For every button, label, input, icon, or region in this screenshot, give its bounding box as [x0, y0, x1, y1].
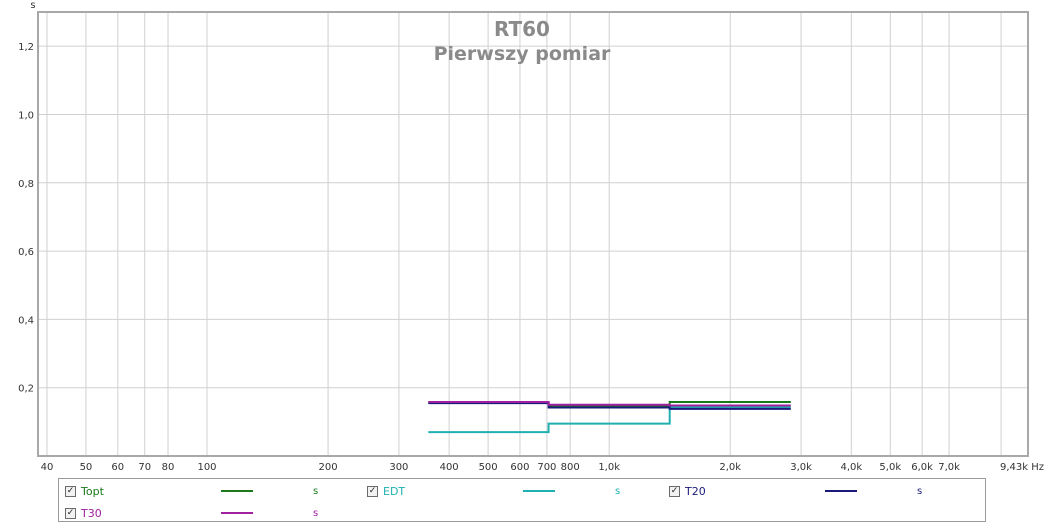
y-axis-unit: s	[30, 0, 35, 11]
chart-subtitle: Pierwszy pomiar	[434, 43, 611, 65]
x-tick-label: 3,0k	[790, 462, 812, 473]
y-tick-label: 1,2	[18, 42, 34, 53]
x-tick-label: 5,0k	[879, 462, 901, 473]
y-tick-label: 0,4	[18, 315, 34, 326]
legend: ✓ Topt s ✓ EDT s ✓ T20 s ✓ T30 s	[58, 478, 986, 522]
series-line-edt	[428, 406, 791, 434]
x-tick-label: 4,0k	[840, 462, 862, 473]
y-tick-label: 0,6	[18, 247, 34, 258]
legend-checkbox[interactable]: ✓	[367, 485, 378, 497]
chart-title: RT60	[494, 17, 550, 41]
legend-checkbox[interactable]: ✓	[669, 485, 680, 497]
x-tick-label: 6,0k	[911, 462, 933, 473]
x-tick-label: 80	[162, 462, 175, 473]
legend-label: EDT	[383, 484, 406, 498]
x-tick-label: 2,0k	[719, 462, 741, 473]
y-tick-label: 0,8	[18, 179, 34, 190]
legend-label: T30	[81, 506, 102, 520]
tick-labels: 40 50 60 70 80 100 200 300 400 500 600 700 800 1,0k 2,…	[18, 42, 1044, 473]
legend-item-edt: ✓ EDT s	[367, 481, 620, 501]
legend-label: T20	[685, 484, 706, 498]
series-line-t20	[428, 402, 791, 410]
x-tick-label: 500	[479, 462, 498, 473]
x-tick-label: 70	[138, 462, 151, 473]
x-tick-label: 1,0k	[598, 462, 620, 473]
x-tick-label: 7,0k	[938, 462, 960, 473]
legend-unit: s	[615, 485, 621, 497]
legend-swatch	[825, 490, 857, 492]
plot-frame	[37, 11, 1029, 457]
legend-item-t30: ✓ T30 s	[65, 503, 318, 523]
x-tick-label: 100	[197, 462, 216, 473]
x-tick-label: 800	[561, 462, 580, 473]
x-tick-label: 700	[537, 462, 556, 473]
legend-item-topt: ✓ Topt s	[65, 481, 318, 501]
series-lines	[428, 401, 791, 434]
x-tick-label: 50	[80, 462, 93, 473]
legend-checkbox[interactable]: ✓	[65, 507, 76, 519]
x-tick-label: 300	[389, 462, 408, 473]
legend-item-t20: ✓ T20 s	[669, 481, 922, 501]
series-line-t30	[428, 401, 791, 407]
x-tick-label: 600	[510, 462, 529, 473]
legend-unit: s	[313, 507, 319, 519]
legend-checkbox[interactable]: ✓	[65, 485, 76, 497]
x-tick-label: 200	[319, 462, 338, 473]
legend-unit: s	[917, 485, 923, 497]
legend-swatch	[523, 490, 555, 492]
legend-swatch	[221, 490, 253, 492]
x-tick-label: 60	[111, 462, 124, 473]
legend-swatch	[221, 512, 253, 514]
x-tick-label: 9,43k Hz	[1000, 462, 1044, 473]
y-tick-label: 1,0	[18, 110, 34, 121]
x-tick-label: 40	[41, 462, 54, 473]
y-tick-label: 0,2	[18, 384, 34, 395]
grid-lines	[38, 12, 1028, 456]
legend-unit: s	[313, 485, 319, 497]
x-tick-label: 400	[440, 462, 459, 473]
legend-label: Topt	[81, 484, 104, 498]
